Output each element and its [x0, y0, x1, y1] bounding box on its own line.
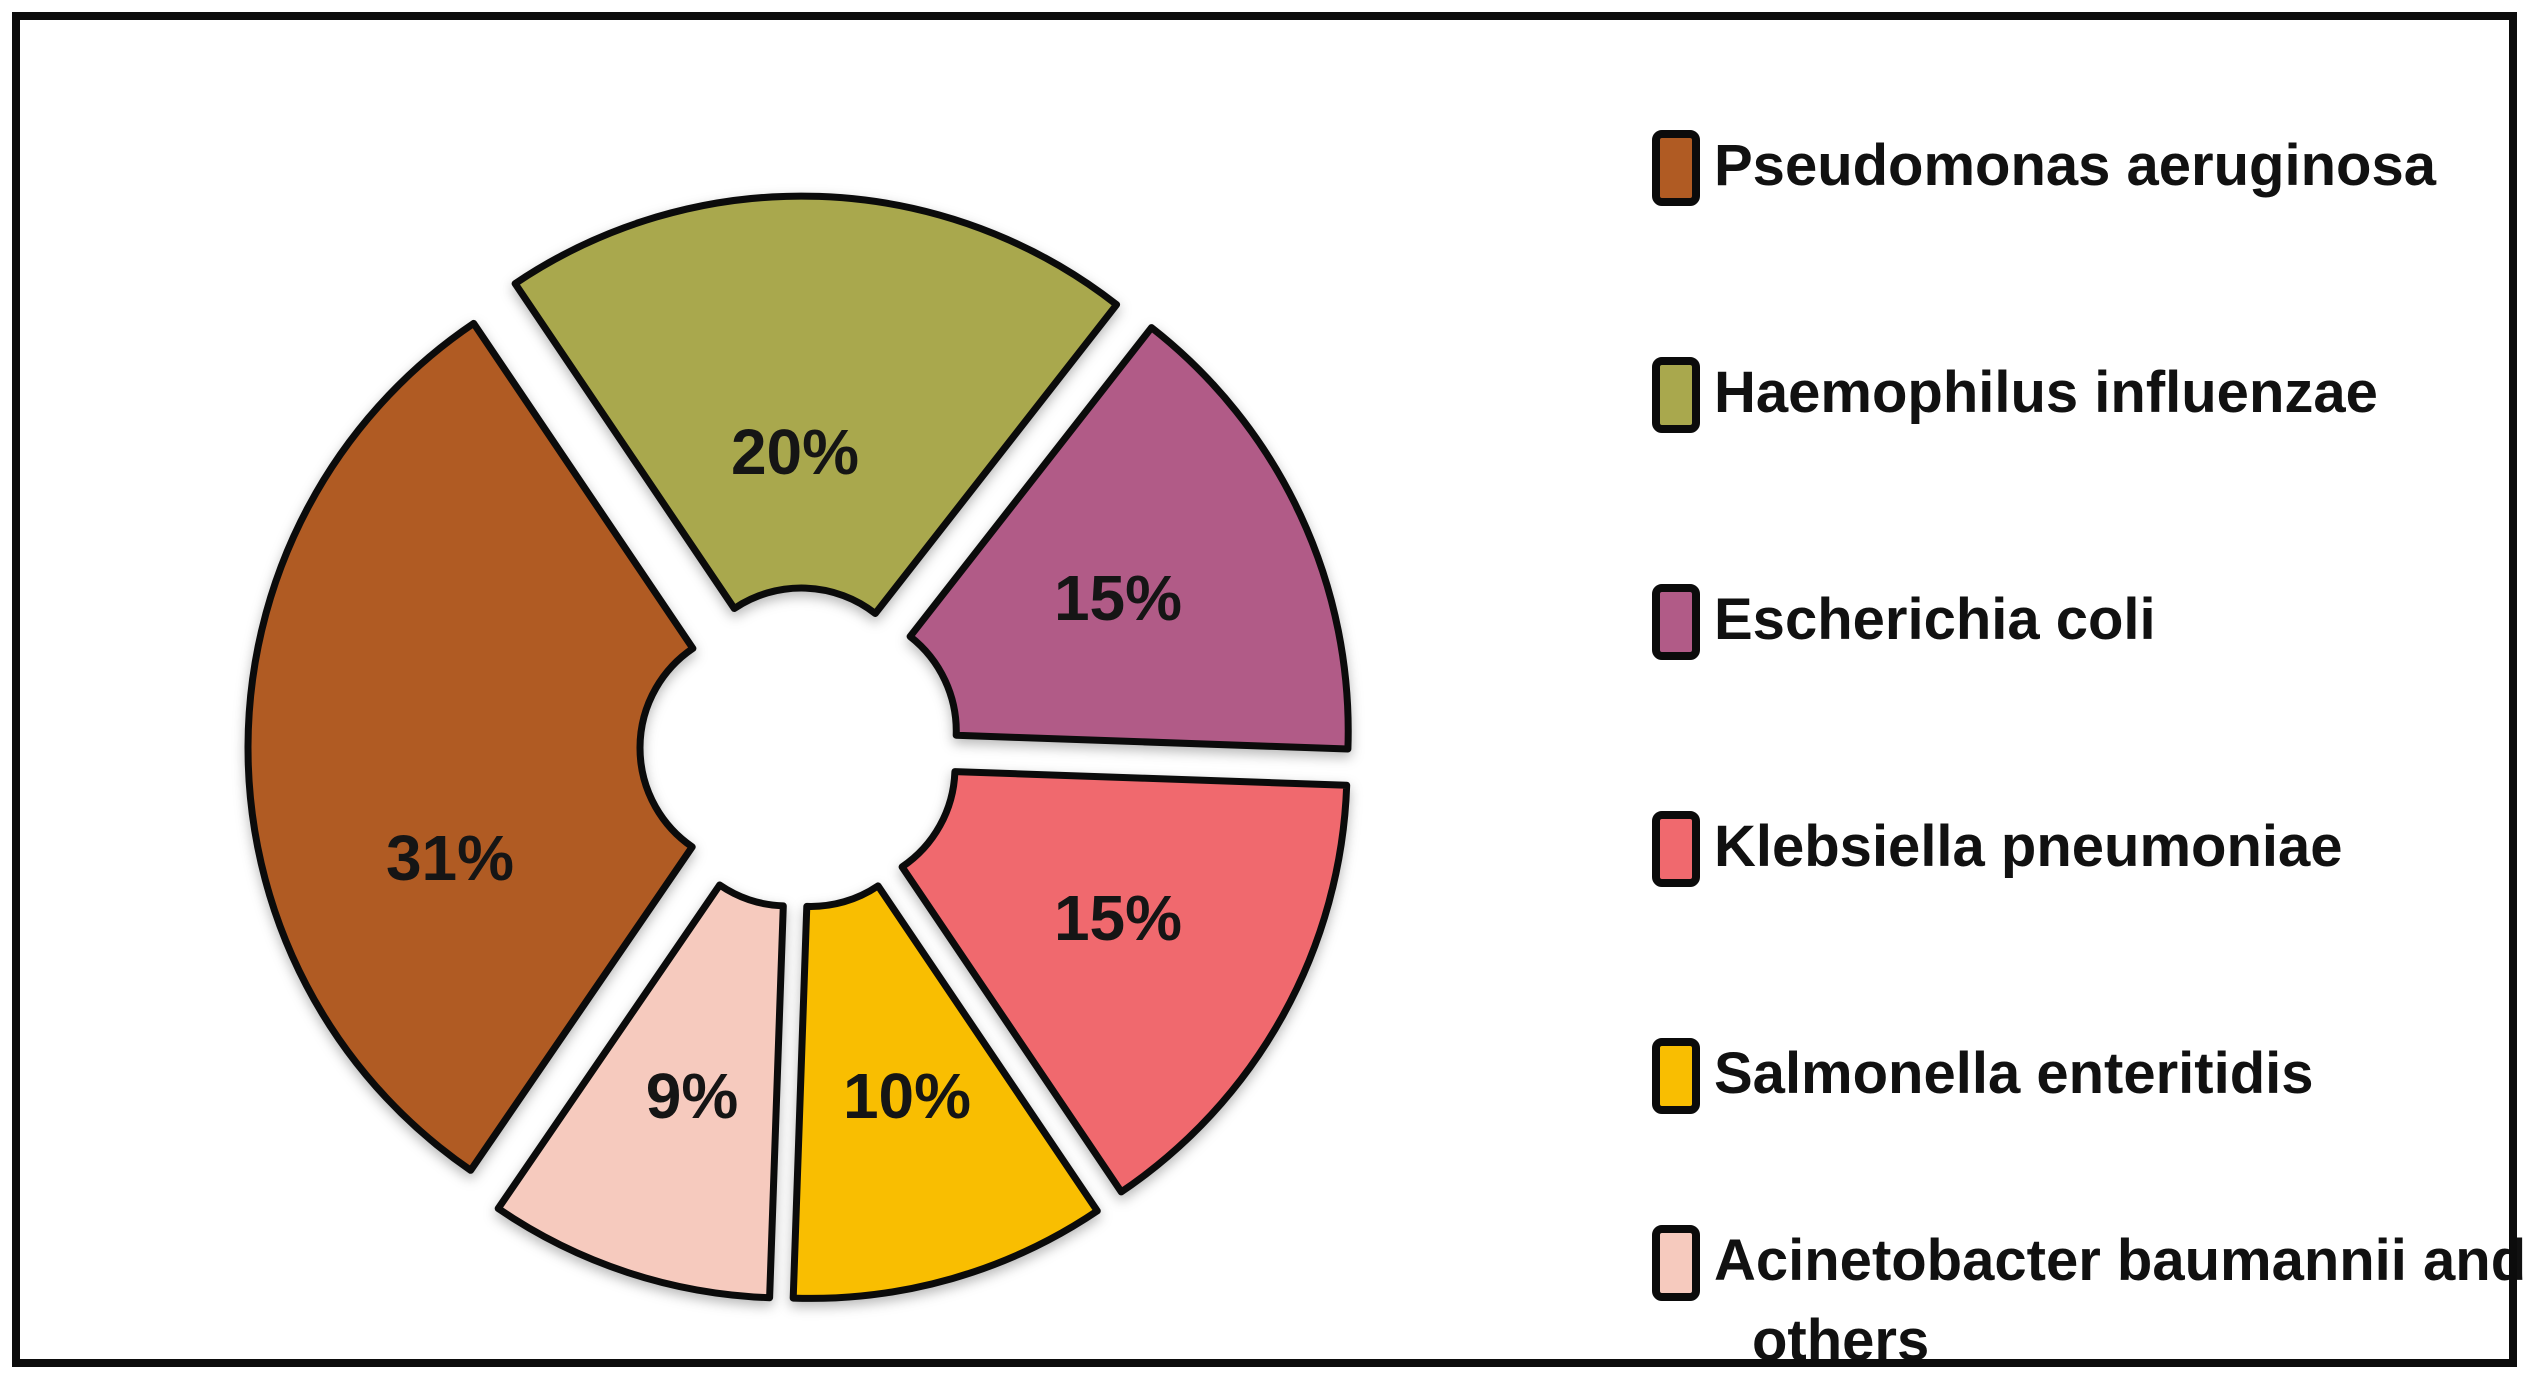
pie-slice-1: [244, 319, 697, 1174]
slice-value-label-4: 15%: [1054, 882, 1182, 954]
legend-label: Acinetobacter baumannii and others: [1714, 1227, 2527, 1373]
legend-item-5: Salmonella enteritidis: [1652, 960, 2512, 1187]
legend-swatch-icon: [1652, 810, 1700, 887]
pie-slice-5: [789, 882, 1101, 1302]
legend-label: Pseudomonas aeruginosa: [1714, 132, 2436, 198]
legend-item-inner: Escherichia coli: [1652, 580, 2529, 660]
pie-slice-3: [906, 324, 1352, 753]
legend-item-4: Klebsiella pneumoniae: [1652, 733, 2512, 960]
legend-label: Klebsiella pneumoniae: [1714, 813, 2343, 879]
legend-item-3: Escherichia coli: [1652, 506, 2512, 733]
legend-label: Salmonella enteritidis: [1714, 1040, 2314, 1106]
pie-slice-6: [494, 881, 787, 1302]
legend-item-inner: Klebsiella pneumoniae: [1652, 807, 2529, 887]
legend-swatch-icon: [1652, 1037, 1700, 1114]
legend-item-2: Haemophilus influenzae: [1652, 279, 2512, 506]
legend: Pseudomonas aeruginosa Haemophilus influe…: [1652, 52, 2526, 1379]
legend-item-inner: Haemophilus influenzae: [1652, 353, 2529, 433]
slice-value-label-3: 15%: [1054, 562, 1182, 634]
legend-label: Haemophilus influenzae: [1714, 359, 2378, 425]
pie-slice-4: [898, 768, 1351, 1196]
legend-swatch-icon: [1652, 129, 1700, 206]
slice-value-label-2: 20%: [731, 416, 859, 488]
legend-item-inner: Salmonella enteritidis: [1652, 1034, 2529, 1114]
pie-slice-2: [511, 192, 1121, 617]
slice-value-label-1: 31%: [386, 822, 514, 894]
legend-item-inner: Pseudomonas aeruginosa: [1652, 126, 2529, 206]
legend-item-inner: Acinetobacter baumannii and others: [1652, 1221, 2529, 1379]
legend-item-6: Acinetobacter baumannii and others: [1652, 1187, 2526, 1379]
legend-swatch-icon: [1652, 583, 1700, 660]
legend-swatch-icon: [1652, 1224, 1700, 1301]
legend-item-1: Pseudomonas aeruginosa: [1652, 52, 2512, 279]
slice-value-label-5: 10%: [843, 1060, 971, 1132]
legend-label: Escherichia coli: [1714, 586, 2156, 652]
legend-swatch-icon: [1652, 356, 1700, 433]
slice-value-label-6: 9%: [646, 1060, 739, 1132]
